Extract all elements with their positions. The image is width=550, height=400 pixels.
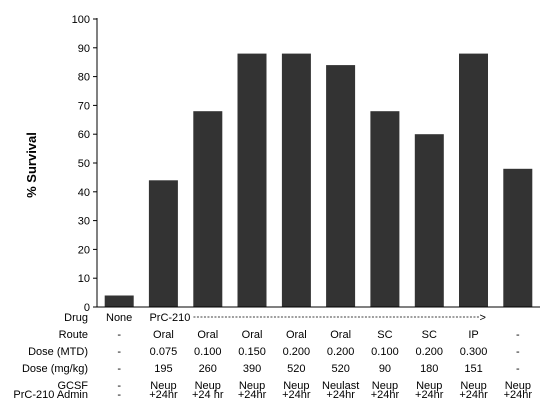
table-cell: +24hr (282, 389, 311, 400)
table-cell: Neup (283, 380, 309, 392)
y-tick-label: 40 (78, 187, 90, 199)
drug-span-arrow: > (480, 312, 486, 324)
y-tick-label: 10 (78, 273, 90, 285)
table-cell: Oral (286, 329, 307, 341)
table-cell: +24hr (504, 389, 533, 400)
bar-2 (148, 180, 178, 307)
y-axis-label: % Survival (24, 132, 39, 198)
table-cell: PrC-210 (149, 312, 190, 324)
table-cell: Oral (242, 329, 263, 341)
table-cell: +24hr (415, 389, 444, 400)
table-cell: - (516, 346, 520, 358)
bar-7 (370, 111, 400, 307)
table-cell: - (117, 346, 121, 358)
table-cell: - (117, 380, 121, 392)
table-cell: - (117, 389, 121, 400)
table-cell: Neup (150, 380, 176, 392)
bar-3 (193, 111, 223, 307)
table-cell: 390 (243, 363, 261, 375)
table-cell: - (516, 329, 520, 341)
table-cell: 195 (154, 363, 172, 375)
y-tick-label: 30 (78, 216, 90, 228)
table-cell: +24hr (326, 389, 355, 400)
table-cell: Neup (416, 380, 442, 392)
y-tick-label: 50 (78, 158, 90, 170)
table-cell: 0.200 (415, 346, 443, 358)
y-tick-label: 20 (78, 244, 90, 256)
table-cell: Neup (460, 380, 486, 392)
y-tick-label: 0 (84, 302, 90, 314)
table-cell: Neup (505, 380, 531, 392)
table-cell: 180 (420, 363, 438, 375)
bar-5 (281, 53, 311, 307)
table-cell: Oral (153, 329, 174, 341)
table-row-label: Drug (64, 312, 88, 324)
bar-9 (459, 53, 488, 307)
table-row-label: Route (59, 329, 88, 341)
table-row-label: GCSF (57, 380, 88, 392)
table-cell: 520 (331, 363, 349, 375)
table-cell: SC (377, 329, 392, 341)
bar-1 (104, 295, 134, 307)
y-tick-label: 100 (72, 14, 90, 26)
table-cell: Neup (195, 380, 221, 392)
table-cell: 260 (199, 363, 217, 375)
y-tick-label: 70 (78, 100, 90, 112)
bar-10 (503, 168, 533, 307)
table-cell: None (106, 312, 132, 324)
table-cell: 0.075 (150, 346, 178, 358)
table-cell: +24hr (238, 389, 267, 400)
table-cell: 0.100 (194, 346, 222, 358)
table-cell: +24hr (149, 389, 178, 400)
table-cell: 0.300 (460, 346, 488, 358)
bar-8 (414, 134, 444, 307)
table-cell: Neulast (322, 380, 359, 392)
table-cell: +24hr (459, 389, 488, 400)
table-cell: SC (422, 329, 437, 341)
table-row-label: Dose (mg/kg) (22, 363, 88, 375)
y-tick-label: 80 (78, 72, 90, 84)
table-cell: 520 (287, 363, 305, 375)
table-cell: 90 (379, 363, 391, 375)
table-cell: 0.150 (238, 346, 266, 358)
bar-4 (237, 53, 267, 307)
table-cell: 0.200 (283, 346, 311, 358)
table-cell: Oral (330, 329, 351, 341)
table-cell: +24 hr (192, 389, 224, 400)
table-cell: +24hr (371, 389, 400, 400)
table-cell: Oral (197, 329, 218, 341)
table-cell: - (516, 363, 520, 375)
table-cell: - (117, 363, 121, 375)
conditions-table: Drug None PrC-210 Route - Oral Oral Oral Oral Ora… (13, 312, 532, 400)
table-cell: Neup (372, 380, 398, 392)
table-row-label: Dose (MTD) (28, 346, 88, 358)
table-cell: 151 (464, 363, 482, 375)
table-cell: 0.200 (327, 346, 355, 358)
table-cell: Neup (239, 380, 265, 392)
plot-area: 0 10 20 30 40 50 60 70 80 90 100 (72, 14, 540, 314)
bar-6 (326, 65, 356, 307)
table-cell: - (117, 329, 121, 341)
table-cell: IP (468, 329, 478, 341)
table-cell: 0.100 (371, 346, 399, 358)
table-row-label: PrC-210 Admin (13, 389, 88, 400)
y-tick-label: 90 (78, 43, 90, 55)
y-tick-label: 60 (78, 129, 90, 141)
